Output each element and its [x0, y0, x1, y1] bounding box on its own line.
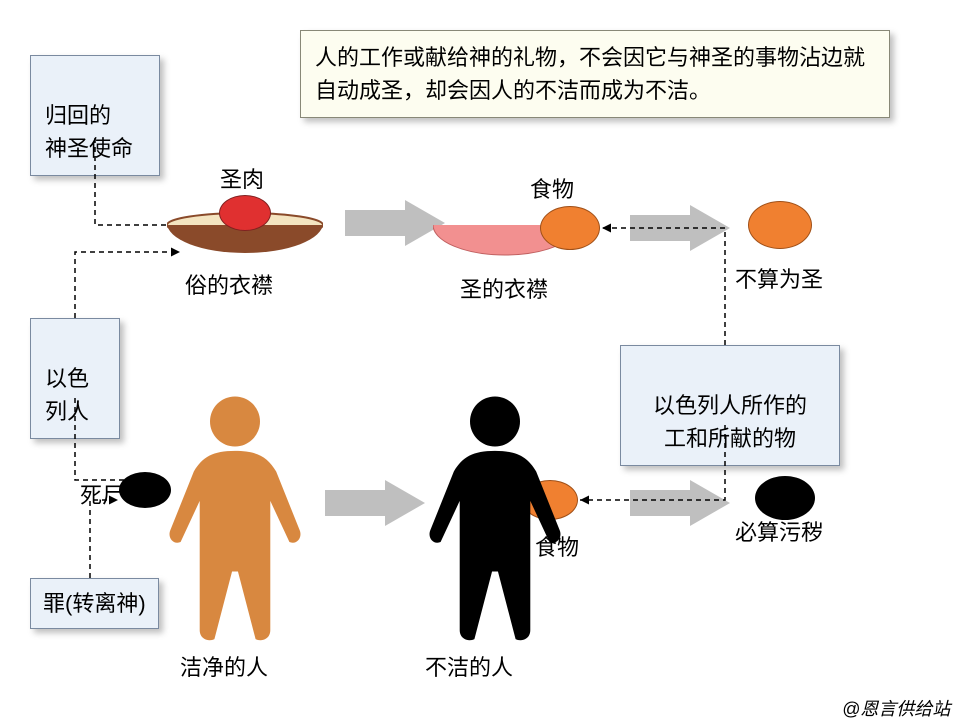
- food-oval-1: [540, 206, 600, 250]
- unclean-person-icon: [420, 395, 570, 645]
- result-oval-1: [748, 201, 812, 249]
- diagram-stage: { "canvas": { "w": 960, "h": 720, "bg": …: [0, 0, 960, 720]
- clean-person-icon: [160, 395, 310, 645]
- credit-text: @恩言供给站: [842, 695, 950, 721]
- holy-meat-oval: [219, 195, 271, 231]
- result-oval-2: [755, 476, 815, 520]
